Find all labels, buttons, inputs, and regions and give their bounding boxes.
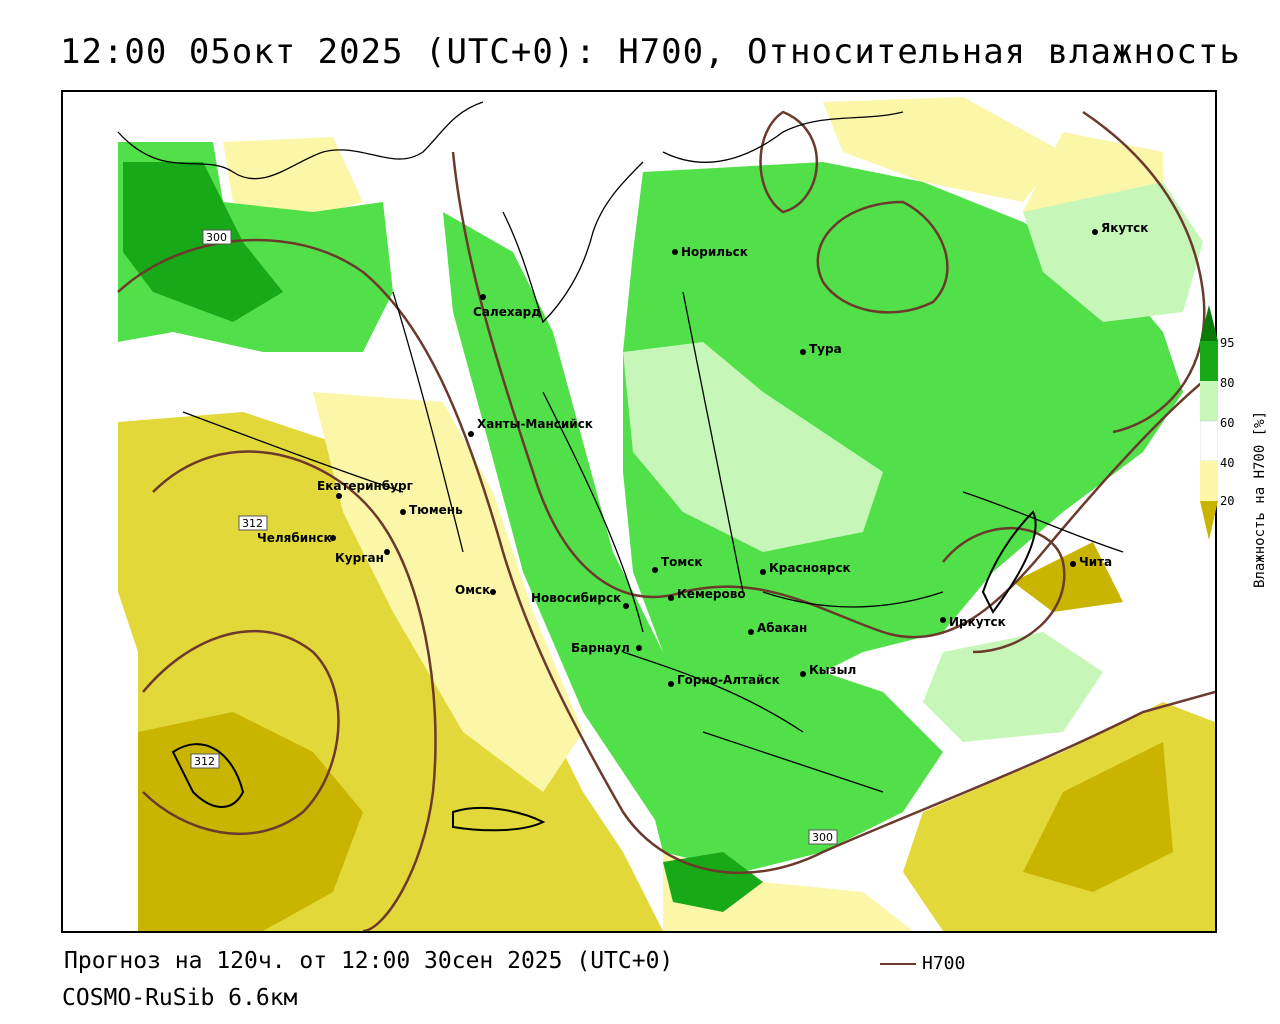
city-dot-ekaterinburg bbox=[336, 493, 342, 499]
scale-cap-saturated bbox=[1200, 305, 1218, 341]
city-label: Тура bbox=[809, 342, 842, 356]
scale-band-neutral bbox=[1200, 420, 1218, 462]
lake-baikal bbox=[981, 510, 1037, 614]
dry-region-chita bbox=[1013, 542, 1123, 612]
scale-title: Влажность на H700 [%] bbox=[1252, 410, 1268, 588]
map-title: 12:00 05окт 2025 (UTC+0): H700, Относите… bbox=[60, 32, 1241, 72]
city-labels: Норильск Якутск Салехард Тура Ханты-Манс… bbox=[257, 221, 1148, 687]
moist-light-siberia bbox=[623, 342, 883, 552]
forecast-info: Прогноз на 120ч. от 12:00 30сен 2025 (UT… bbox=[64, 948, 674, 974]
contour-label: 300 bbox=[206, 231, 227, 244]
moist-light-east bbox=[1023, 182, 1203, 322]
humidity-color-scale bbox=[1200, 305, 1218, 540]
city-label: Ханты-Мансийск bbox=[477, 417, 593, 431]
city-dot-kemerovo bbox=[668, 595, 674, 601]
semi-dry-region-northeast bbox=[823, 97, 1063, 202]
city-dot-omsk bbox=[490, 589, 496, 595]
city-dot-irkutsk bbox=[940, 617, 946, 623]
city-dot-salekhard bbox=[480, 294, 486, 300]
city-label: Кызыл bbox=[809, 663, 856, 677]
border-southwest bbox=[171, 743, 245, 808]
saturated-region-south bbox=[663, 852, 763, 912]
contour-labels: 300 312 312 300 bbox=[190, 229, 838, 845]
city-label: Барнаул bbox=[571, 641, 630, 655]
city-dot-tura bbox=[800, 349, 806, 355]
city-dot-norilsk bbox=[672, 249, 678, 255]
city-label: Челябинск bbox=[257, 531, 332, 545]
city-label: Екатеринбург bbox=[317, 479, 413, 493]
h700-contours bbox=[117, 110, 1215, 931]
city-dot-chelyabinsk bbox=[330, 535, 336, 541]
coastline-yamal bbox=[502, 161, 644, 324]
region-boundaries bbox=[182, 291, 1124, 793]
contour-legend: H700 bbox=[880, 953, 965, 974]
h700-contour-312 bbox=[152, 450, 437, 931]
city-dot-tyumen bbox=[400, 509, 406, 515]
city-label: Тюмень bbox=[409, 503, 463, 517]
legend-label: H700 bbox=[922, 953, 966, 974]
city-dot-kyzyl bbox=[800, 671, 806, 677]
humidity-map: Норильск Якутск Салехард Тура Ханты-Манс… bbox=[117, 97, 1215, 931]
scale-band-semi-dry bbox=[1200, 461, 1218, 501]
city-label: Салехард bbox=[473, 305, 541, 319]
contour-label: 300 bbox=[812, 831, 833, 844]
scale-tick-20: 20 bbox=[1220, 494, 1235, 508]
legend-line-swatch bbox=[880, 962, 916, 965]
city-dot-tomsk bbox=[652, 567, 658, 573]
h700-contour-irkutsk bbox=[942, 527, 1066, 654]
h700-contour-east-ring bbox=[816, 200, 949, 314]
city-label: Новосибирск bbox=[531, 591, 621, 605]
city-label: Чита bbox=[1079, 555, 1112, 569]
h700-contour-312-inner bbox=[142, 630, 340, 835]
city-dot-barnaul bbox=[636, 645, 642, 651]
scale-tick-60: 60 bbox=[1220, 416, 1235, 430]
city-dot-yakutsk bbox=[1092, 229, 1098, 235]
city-dot-novosibirsk bbox=[623, 603, 629, 609]
city-label: Красноярск bbox=[769, 561, 851, 575]
city-dot-kurgan bbox=[384, 549, 390, 555]
city-dot-gorno-altaysk bbox=[668, 681, 674, 687]
city-dot-chita bbox=[1070, 561, 1076, 567]
city-label: Горно-Алтайск bbox=[677, 673, 780, 687]
contour-label: 312 bbox=[194, 755, 215, 768]
h700-contour-east bbox=[1082, 110, 1206, 434]
city-label: Курган bbox=[335, 551, 384, 565]
contour-label: 312 bbox=[242, 517, 263, 530]
city-markers bbox=[330, 229, 1098, 687]
scale-cap-very-dry bbox=[1200, 501, 1218, 540]
scale-band-wet bbox=[1200, 381, 1218, 421]
boundaries bbox=[117, 101, 1124, 832]
coastline-north bbox=[117, 101, 484, 180]
scale-tick-40: 40 bbox=[1220, 456, 1235, 470]
h700-contour-north bbox=[451, 151, 1215, 639]
lake-balkhash bbox=[452, 806, 546, 832]
city-label: Иркутск bbox=[949, 615, 1006, 629]
model-info: COSMO-RuSib 6.6км bbox=[62, 985, 298, 1011]
scale-band-very-wet bbox=[1200, 341, 1218, 381]
city-label: Омск bbox=[455, 583, 490, 597]
coastline-taimyr bbox=[662, 111, 904, 164]
scale-tick-95: 95 bbox=[1220, 336, 1235, 350]
h700-contour-northwest-ring bbox=[759, 110, 819, 214]
very-dry-region-southeast bbox=[1023, 742, 1173, 892]
city-label: Норильск bbox=[681, 245, 748, 259]
semi-dry-region-center bbox=[313, 392, 583, 792]
city-dot-abakan bbox=[748, 629, 754, 635]
map-area[interactable]: Норильск Якутск Салехард Тура Ханты-Манс… bbox=[61, 90, 1217, 933]
scale-tick-80: 80 bbox=[1220, 376, 1235, 390]
city-label: Якутск bbox=[1101, 221, 1148, 235]
city-label: Томск bbox=[661, 555, 703, 569]
semi-dry-region-north bbox=[223, 137, 363, 222]
city-dot-khanty-mansiysk bbox=[468, 431, 474, 437]
city-label: Кемерово bbox=[677, 587, 746, 601]
moist-light-southeast bbox=[923, 632, 1103, 742]
moist-region-south bbox=[623, 652, 943, 872]
city-dot-krasnoyarsk bbox=[760, 569, 766, 575]
city-label: Абакан bbox=[757, 621, 807, 635]
h700-contour-300-west bbox=[117, 238, 1215, 874]
